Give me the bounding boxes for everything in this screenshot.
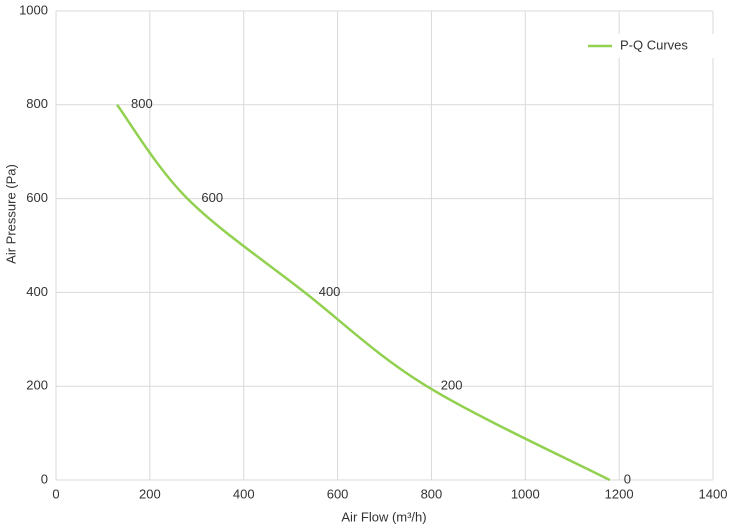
x-tick-label: 1200 (605, 486, 634, 501)
y-tick-label: 600 (26, 190, 48, 205)
x-tick-label: 800 (421, 486, 443, 501)
y-tick-label: 800 (26, 96, 48, 111)
x-tick-label: 600 (327, 486, 349, 501)
legend-label: P-Q Curves (620, 37, 688, 52)
data-label: 400 (319, 284, 341, 299)
data-label: 0 (624, 471, 631, 486)
x-tick-label: 200 (139, 486, 161, 501)
x-tick-label: 400 (233, 486, 255, 501)
data-label: 600 (201, 190, 223, 205)
line-series (116, 104, 611, 482)
x-tick-label: 0 (52, 486, 59, 501)
x-tick-label: 1000 (511, 486, 540, 501)
data-label: 200 (441, 378, 463, 393)
y-tick-label: 0 (41, 471, 48, 486)
y-tick-label: 400 (26, 284, 48, 299)
y-tick-label: 200 (26, 378, 48, 393)
y-tick-label: 1000 (19, 2, 48, 17)
x-tick-label: 1400 (699, 486, 728, 501)
x-axis-label: Air Flow (m³/h) (341, 509, 426, 524)
data-label: 800 (131, 96, 153, 111)
y-axis-label: Air Pressure (Pa) (3, 164, 18, 264)
